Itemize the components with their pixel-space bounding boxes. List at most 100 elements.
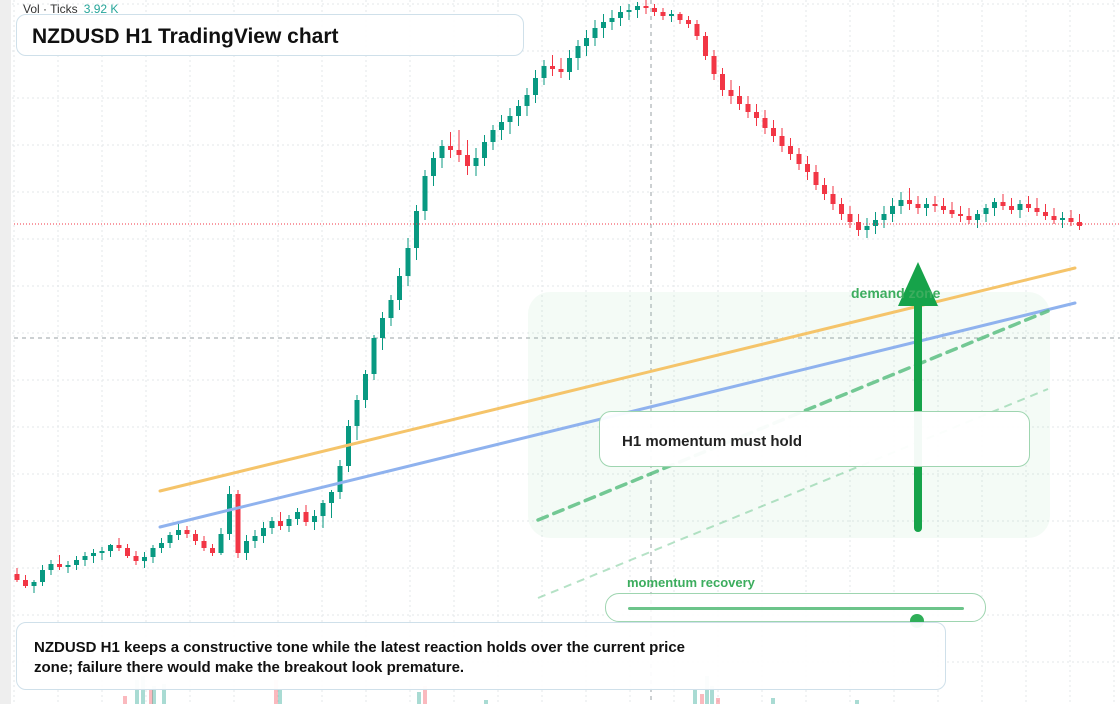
- candle-body: [839, 204, 844, 214]
- candle-body: [924, 204, 929, 208]
- candle-body: [949, 210, 955, 214]
- candle-body: [643, 6, 649, 8]
- candle-body: [592, 28, 598, 38]
- arrow-head: [898, 262, 938, 306]
- title-panel: NZDUSD H1 TradingView chart: [16, 14, 524, 56]
- candle-body: [193, 534, 198, 541]
- candle-body: [941, 206, 946, 210]
- candle-body: [405, 248, 411, 276]
- volume-bar: [274, 680, 278, 704]
- candle-body: [1060, 218, 1065, 220]
- candle-body: [465, 155, 470, 166]
- volume-bar: [700, 694, 704, 704]
- candle-body: [244, 541, 249, 553]
- candle-body: [235, 494, 241, 553]
- candle-body: [541, 66, 547, 78]
- candle-body: [567, 58, 572, 72]
- candle-body: [873, 220, 878, 226]
- candle-body: [397, 276, 402, 300]
- candle-body: [635, 6, 640, 10]
- candle-body: [74, 560, 79, 565]
- candle-body: [414, 211, 419, 248]
- candle-body: [907, 200, 912, 204]
- candle-body: [40, 570, 45, 582]
- candle-body: [448, 146, 453, 150]
- candle-body: [779, 136, 785, 146]
- candle-body: [108, 545, 113, 551]
- callout-text: H1 momentum must hold: [622, 433, 803, 450]
- candle-body: [966, 216, 972, 220]
- volume-value: 3.92 K: [83, 2, 119, 16]
- candle-body: [558, 69, 564, 72]
- candle-body: [363, 374, 368, 400]
- candle-body: [652, 8, 657, 12]
- candle-body: [762, 118, 768, 128]
- candle-body: [261, 528, 266, 536]
- candle-body: [167, 535, 173, 543]
- candle-body: [975, 214, 980, 220]
- candle-body: [210, 548, 215, 553]
- candle-body: [822, 185, 827, 194]
- candle-body: [65, 565, 71, 567]
- volume-indicator[interactable]: Vol · Ticks 3.92 K: [23, 2, 118, 16]
- candle-body: [575, 46, 581, 58]
- candle-body: [91, 553, 96, 556]
- candle-body: [201, 541, 207, 548]
- candle-body: [584, 38, 589, 46]
- demand-zone-label: demand zone: [851, 285, 941, 301]
- candle-body: [915, 204, 921, 208]
- candle-body: [184, 530, 190, 534]
- candle-body: [694, 24, 700, 36]
- candle-body: [388, 300, 394, 318]
- candle-body: [150, 548, 156, 557]
- volume-bar: [705, 676, 709, 704]
- momentum-label: momentum recovery: [627, 575, 755, 590]
- volume-label: Vol · Ticks: [23, 2, 78, 16]
- candle-body: [312, 516, 317, 522]
- candle-body: [116, 545, 122, 548]
- momentum-track: [628, 607, 964, 628]
- candle-body: [176, 530, 181, 535]
- candle-body: [371, 338, 377, 374]
- candle-body: [805, 164, 810, 172]
- candle-body: [677, 14, 683, 20]
- volume-bar: [716, 698, 720, 704]
- candle-body: [482, 142, 487, 158]
- volume-bar: [855, 700, 859, 704]
- volume-bar: [417, 692, 421, 704]
- candle-body: [864, 226, 870, 230]
- candle-body: [728, 90, 734, 96]
- candle-body: [1000, 202, 1006, 206]
- candle-body: [23, 580, 28, 586]
- candle-body: [737, 96, 742, 104]
- candle-body: [932, 204, 938, 206]
- candle-body: [142, 557, 147, 561]
- candle-body: [618, 12, 623, 18]
- candle-body: [159, 543, 164, 548]
- volume-bar: [149, 690, 153, 704]
- candle-body: [609, 18, 615, 22]
- candle-body: [354, 400, 360, 426]
- candle-body: [329, 492, 334, 503]
- volume-bar: [484, 700, 488, 704]
- candle-body: [252, 536, 258, 541]
- momentum-slider[interactable]: [605, 593, 986, 628]
- candle-body: [830, 194, 836, 204]
- candle-body: [439, 146, 445, 158]
- chart-title: NZDUSD H1 TradingView chart: [32, 25, 339, 48]
- candle-body: [1026, 204, 1031, 208]
- candle-body: [1009, 206, 1014, 210]
- candle-body: [499, 122, 504, 130]
- candle-body: [490, 130, 496, 142]
- volume-bar: [141, 676, 145, 704]
- candle-body: [48, 564, 54, 570]
- candle-body: [890, 206, 895, 214]
- candle-body: [337, 466, 343, 492]
- candle-body: [992, 202, 997, 208]
- candle-body: [1051, 216, 1057, 220]
- candle-body: [898, 200, 904, 206]
- candle-body: [745, 104, 751, 112]
- candle-body: [1043, 212, 1048, 216]
